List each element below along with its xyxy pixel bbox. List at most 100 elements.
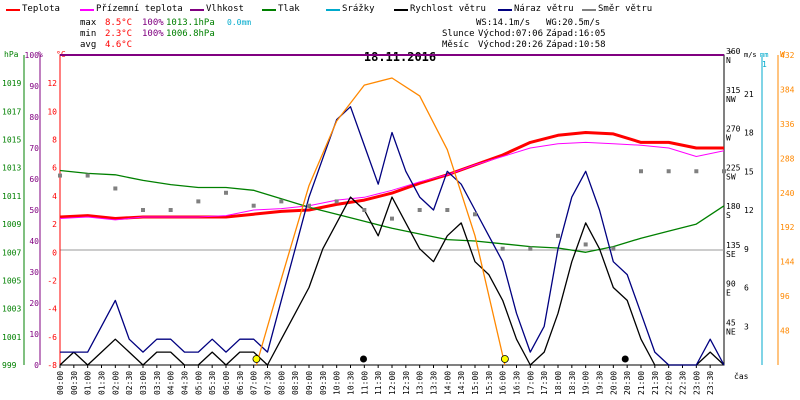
wind-direction-point (556, 233, 560, 238)
temp-tick-label: 4 (52, 192, 57, 201)
x-tick-label: 04:30 (181, 371, 190, 395)
stats-min-hum: 100% (142, 29, 164, 39)
temp-tick-label: -8 (47, 361, 57, 370)
humidity-tick-label: 100 (25, 51, 40, 60)
direction-letter-label: NW (726, 95, 736, 104)
x-tick-label: 18:00 (554, 371, 563, 395)
moon-set: Západ:10:58 (546, 40, 606, 50)
stats-max-temp: 8.5°C (105, 18, 133, 28)
wind-gust-max: WG:20.5m/s (546, 18, 601, 28)
x-tick-label: 21:30 (651, 371, 660, 395)
x-tick-label: 03:00 (139, 371, 148, 395)
wind-direction-point (390, 216, 394, 221)
x-tick-label: 16:30 (513, 371, 522, 395)
wind-direction-point (500, 246, 505, 251)
x-tick-label: 00:00 (56, 371, 65, 395)
wind-direction-point (307, 203, 311, 208)
moon-label: Měsíc (442, 40, 470, 50)
x-tick-label: 05:00 (194, 371, 203, 395)
solar-tick-label: 48 (780, 327, 790, 336)
wind-speed-max: WS:14.1m/s (476, 18, 531, 28)
pressure-tick-label: 1005 (2, 276, 21, 285)
wind-direction-point (445, 208, 450, 212)
wind-direction-point (168, 208, 173, 212)
wind-direction-point (224, 190, 228, 195)
moon-rise: Východ:20:26 (478, 40, 544, 50)
pressure-tick-label: 1017 (2, 107, 21, 116)
stats-avg-label: avg (80, 40, 97, 50)
temp-tick-label: 12 (47, 79, 57, 88)
direction-letter-label: NE (726, 327, 736, 336)
legend-swatch-ground (80, 9, 94, 11)
solar-tick-label: 96 (780, 292, 790, 301)
solar-tick-label: 192 (780, 223, 795, 232)
solar-unit: W (780, 50, 785, 59)
wind-direction-point (362, 208, 367, 212)
x-tick-label: 12:00 (388, 371, 397, 395)
wind-direction-point (251, 203, 256, 208)
pressure-unit: hPa (4, 50, 19, 59)
wind-direction-point (583, 242, 588, 247)
wind-tick-label: 6 (744, 284, 749, 293)
wind-direction-point (694, 169, 699, 174)
legend-swatch-gust (498, 9, 512, 11)
pressure-tick-label: 1003 (2, 305, 21, 314)
legend-swatch-rain (326, 9, 340, 11)
x-tick-label: 11:30 (374, 371, 383, 395)
humidity-tick-label: 40 (29, 237, 39, 246)
x-tick-label: 08:00 (277, 371, 286, 395)
legend-swatch-dir (582, 9, 596, 11)
sun-set: Západ:16:05 (546, 29, 606, 39)
x-tick-label: 20:30 (623, 371, 632, 395)
chart-title: 18.11.2016 (364, 50, 436, 64)
direction-tick-label: 270 (726, 125, 741, 134)
temp-tick-label: 10 (47, 107, 57, 116)
stats-max-press: 1013.1hPa (166, 18, 215, 28)
x-unit: čas (734, 371, 749, 381)
stats-max-rain: 0.0mm (227, 18, 252, 27)
x-tick-label: 10:30 (347, 371, 356, 395)
humidity-tick-label: 20 (29, 299, 39, 308)
pressure-tick-label: 1007 (2, 248, 21, 257)
direction-letter-label: E (726, 289, 731, 298)
legend-pressure: Tlak (278, 4, 300, 14)
legend-dir: Směr větru (598, 4, 653, 14)
x-tick-label: 00:30 (70, 371, 79, 395)
sunrise-marker (252, 355, 261, 363)
plot-frame (59, 54, 725, 366)
x-tick-label: 13:30 (430, 371, 439, 395)
pressure-tick-label: 1019 (2, 79, 21, 88)
legend-temp: Teplota (22, 4, 60, 14)
wind-tick-label: 21 (744, 90, 754, 99)
moonset-marker (360, 355, 368, 363)
solar-tick-label: 336 (780, 120, 795, 129)
x-tick-label: 09:00 (305, 371, 314, 395)
x-tick-label: 04:00 (167, 371, 176, 395)
pressure-tick-label: 1011 (2, 192, 21, 201)
legend-gust: Náraz větru (514, 4, 574, 14)
x-tick-label: 10:00 (333, 371, 342, 395)
x-tick-label: 16:00 (499, 371, 508, 395)
pressure-tick-label: 1013 (2, 164, 21, 173)
direction-tick-label: 135 (726, 241, 741, 250)
temp-tick-label: -2 (47, 276, 57, 285)
wind-tick-label: 9 (744, 245, 749, 254)
moonrise-marker (621, 355, 629, 363)
x-tick-label: 21:00 (637, 371, 646, 395)
x-tick-label: 08:30 (291, 371, 300, 395)
x-tick-label: 07:00 (250, 371, 259, 395)
pressure-tick-label: 1015 (2, 136, 21, 145)
x-tick-label: 17:00 (526, 371, 535, 395)
legend-swatch-temp (6, 9, 20, 11)
tick-layer: 9991001100310051007100910111013101510171… (2, 47, 795, 395)
humidity-tick-label: 50 (29, 206, 39, 215)
dir-unit: ° (728, 50, 733, 59)
x-tick-label: 23:00 (692, 371, 701, 395)
x-tick-label: 11:00 (360, 371, 369, 395)
humidity-tick-label: 0 (34, 361, 39, 370)
humidity-tick-label: 70 (29, 144, 39, 153)
direction-tick-label: 315 (726, 86, 741, 95)
x-tick-label: 19:30 (596, 371, 605, 395)
wind-direction-point (611, 246, 616, 251)
